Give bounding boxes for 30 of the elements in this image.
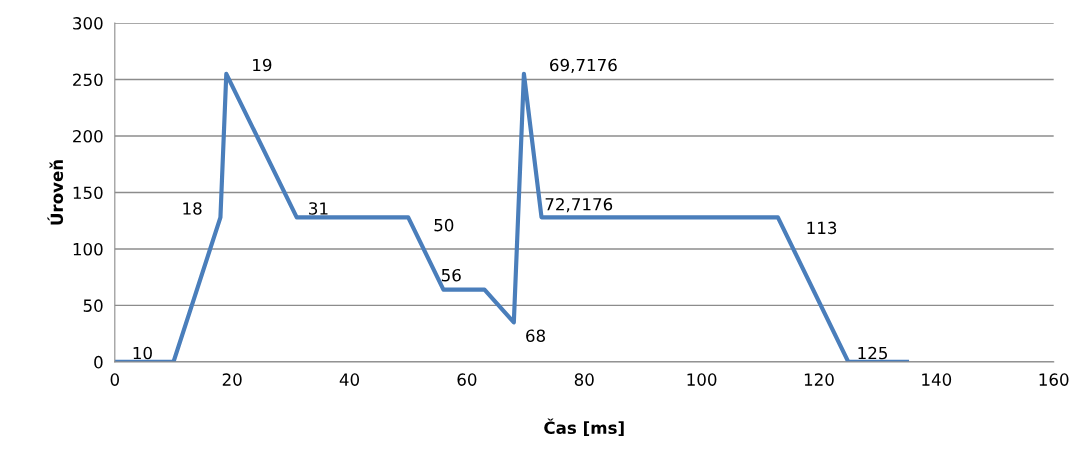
annotation: 19 [253, 58, 272, 72]
annotation: 50 [434, 218, 454, 232]
x-tick-label: 140 [922, 373, 952, 386]
annotation: 56 [441, 268, 461, 282]
x-tick-label: 80 [574, 373, 594, 386]
x-tick-label: 0 [110, 373, 120, 386]
x-tick-label: 160 [1039, 373, 1069, 386]
annotation: 69,7176 [550, 58, 617, 74]
y-axis-title: Úroveň [47, 160, 64, 225]
annotation: 72,7176 [545, 198, 613, 213]
annotation: 113 [807, 221, 837, 235]
y-tick-label: 50 [83, 299, 103, 312]
y-tick-label: 150 [73, 186, 103, 200]
y-tick-label: 200 [73, 129, 103, 143]
annotation: 68 [526, 329, 546, 343]
annotation: 125 [858, 346, 887, 360]
x-tick-label: 40 [339, 373, 360, 386]
y-tick-label: 100 [73, 242, 103, 256]
x-tick-label: 120 [804, 373, 834, 386]
x-tick-label: 100 [687, 373, 717, 386]
annotation: 10 [133, 346, 152, 360]
annotation: 18 [183, 202, 202, 215]
line-series [114, 71, 910, 362]
annotation: 31 [309, 202, 328, 215]
y-tick-label: 300 [73, 17, 103, 30]
y-tick-label: 250 [73, 73, 103, 87]
y-tick-label: 0 [94, 355, 103, 369]
x-axis-title: Čas [ms] [544, 418, 624, 437]
x-tick-label: 60 [457, 373, 477, 386]
x-tick-label: 20 [222, 373, 242, 386]
